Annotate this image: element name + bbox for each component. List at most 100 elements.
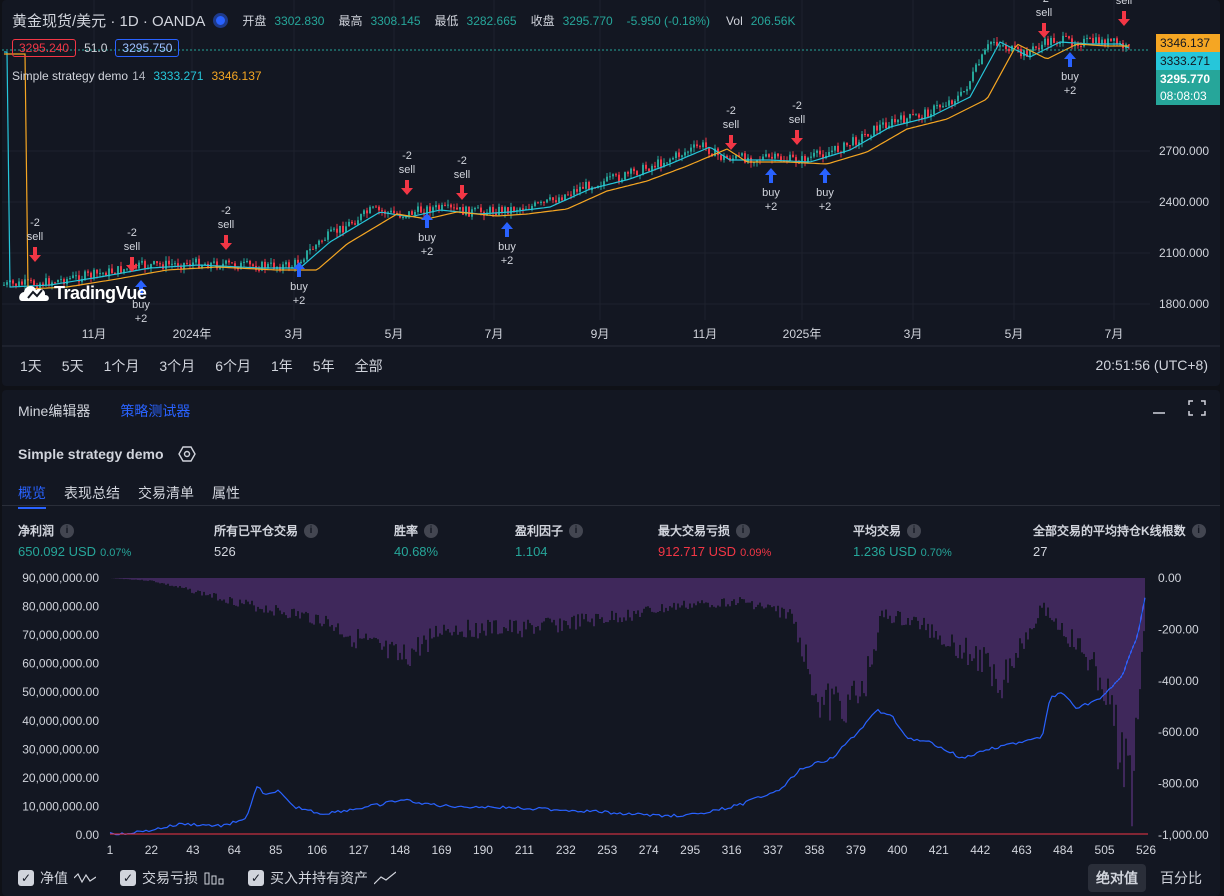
candle-body: [948, 100, 950, 106]
settings-icon[interactable]: [177, 445, 196, 463]
price-chart-panel[interactable]: -2 sell -2 sell -2 sell -2 sell -2 sell -2 sell -2 se…: [2, 0, 1220, 386]
candle-body: [474, 207, 476, 210]
stat-label: 盈利因子: [515, 524, 564, 538]
line-zigzag-icon: [74, 872, 96, 884]
candle-body: [768, 154, 770, 157]
tab-trade-list[interactable]: 交易清单: [138, 485, 194, 501]
stat-value: 912.717 USD: [658, 544, 737, 559]
candle-body: [234, 263, 236, 268]
range-1d-button[interactable]: 1天: [20, 358, 42, 374]
candle-body: [687, 151, 689, 153]
info-icon[interactable]: i: [60, 523, 75, 538]
range-1m-button[interactable]: 1个月: [103, 358, 140, 374]
candle-body: [321, 240, 323, 242]
trade-axis-label: 169: [432, 843, 452, 857]
candle-body: [15, 283, 17, 286]
candle-body: [960, 91, 962, 96]
candle-body: [690, 147, 692, 152]
candle-body: [933, 105, 935, 115]
info-icon[interactable]: i: [907, 523, 922, 538]
candle-body: [369, 207, 371, 214]
info-icon[interactable]: i: [304, 523, 319, 538]
sell-arrow-icon: [29, 247, 41, 262]
candle-body: [363, 210, 365, 215]
candle-body: [264, 261, 266, 269]
candle-body: [867, 134, 869, 137]
symbol-title[interactable]: 黄金现货/美元 · 1D · OANDA: [12, 13, 206, 30]
range-6m-button[interactable]: 6个月: [215, 358, 251, 374]
candle-body: [105, 272, 107, 277]
timezone-clock[interactable]: 20:51:56 (UTC+8): [1095, 357, 1208, 373]
sell-price-button[interactable]: 3295.240: [12, 39, 77, 57]
percent-button[interactable]: 百分比: [1160, 870, 1202, 886]
absolute-button[interactable]: 绝对值: [1088, 864, 1146, 892]
candle-body: [558, 197, 560, 203]
stat-value: 1.104: [515, 544, 548, 559]
minimize-icon[interactable]: [1152, 401, 1166, 415]
equity-chart[interactable]: 90,000,000.00 80,000,000.00 70,000,000.00 6…: [2, 568, 1220, 858]
price-chart-canvas[interactable]: -2 sell -2 sell -2 sell -2 sell -2 sell -2 sell -2 se…: [2, 0, 1220, 386]
strategy-name: Simple strategy demo: [18, 446, 164, 462]
volume-value: 206.56K: [750, 13, 796, 28]
trade-axis-label: 43: [186, 843, 200, 857]
candle-body: [561, 197, 563, 201]
range-3m-button[interactable]: 3个月: [159, 358, 196, 374]
tab-performance-summary[interactable]: 表现总结: [64, 485, 120, 501]
price-axis-label: 2700.000: [1159, 144, 1209, 158]
candle-body: [636, 171, 638, 176]
checkbox-checked-icon[interactable]: ✓: [120, 870, 136, 886]
candle-body: [144, 261, 146, 269]
info-icon[interactable]: i: [569, 523, 584, 538]
price-axis-label: 1800.000: [1159, 297, 1209, 311]
toggle-buy-hold[interactable]: ✓ 买入并持有资产: [248, 868, 396, 888]
drawdown-axis-label: 0.00: [1158, 571, 1182, 585]
buy-signal-label: buy: [816, 187, 834, 199]
tab-strategy-tester[interactable]: 策略测试器: [120, 403, 191, 419]
candle-body: [339, 225, 341, 233]
candle-body: [6, 282, 8, 285]
candle-body: [615, 174, 617, 176]
buy-price-button[interactable]: 3295.750: [115, 39, 180, 57]
sell-signal-label: sell: [124, 241, 141, 253]
sell-arrow-icon: [1038, 23, 1050, 38]
info-icon[interactable]: i: [424, 523, 439, 538]
candle-body: [648, 168, 650, 172]
info-icon[interactable]: i: [736, 523, 751, 538]
candle-body: [876, 125, 878, 131]
candle-body: [24, 279, 26, 285]
maximize-icon[interactable]: [1188, 400, 1206, 416]
candle-body: [465, 206, 467, 215]
buy-signal-qty: +2: [421, 246, 434, 258]
strategy-legend[interactable]: Simple strategy demo 14 3333.271 3346.13…: [12, 69, 262, 83]
candle-body: [72, 275, 74, 279]
candle-body: [99, 273, 101, 275]
checkbox-checked-icon[interactable]: ✓: [18, 870, 34, 886]
sell-signal-label: sell: [1116, 0, 1133, 7]
candle-body: [84, 271, 86, 280]
candle-body: [546, 199, 548, 203]
checkbox-checked-icon[interactable]: ✓: [248, 870, 264, 886]
candle-body: [36, 285, 38, 289]
toggle-equity[interactable]: ✓ 净值: [18, 868, 96, 888]
sell-arrow-icon: [725, 135, 737, 150]
info-icon[interactable]: i: [1191, 523, 1206, 538]
candle-body: [999, 45, 1001, 47]
range-5y-button[interactable]: 5年: [312, 358, 335, 374]
candle-body: [33, 280, 35, 286]
drawdown-axis-label: -200.00: [1158, 622, 1199, 636]
toggle-drawdown[interactable]: ✓ 交易亏损: [120, 868, 224, 888]
tab-overview[interactable]: 概览: [18, 483, 46, 509]
candle-body: [1080, 45, 1082, 47]
range-all-button[interactable]: 全部: [354, 358, 383, 374]
tab-properties[interactable]: 属性: [212, 485, 240, 501]
range-1y-button[interactable]: 1年: [270, 358, 293, 374]
candle-body: [513, 207, 515, 212]
candle-body: [1098, 37, 1100, 45]
order-badges: 3295.240 51.0 3295.750: [12, 39, 180, 57]
stat-value: 27: [1033, 544, 1048, 559]
trade-axis-label: 127: [349, 843, 369, 857]
candle-body: [453, 207, 455, 209]
candle-body: [1041, 44, 1043, 50]
range-5d-button[interactable]: 5天: [61, 358, 84, 374]
tab-mine-editor[interactable]: Mine编辑器: [18, 403, 91, 419]
